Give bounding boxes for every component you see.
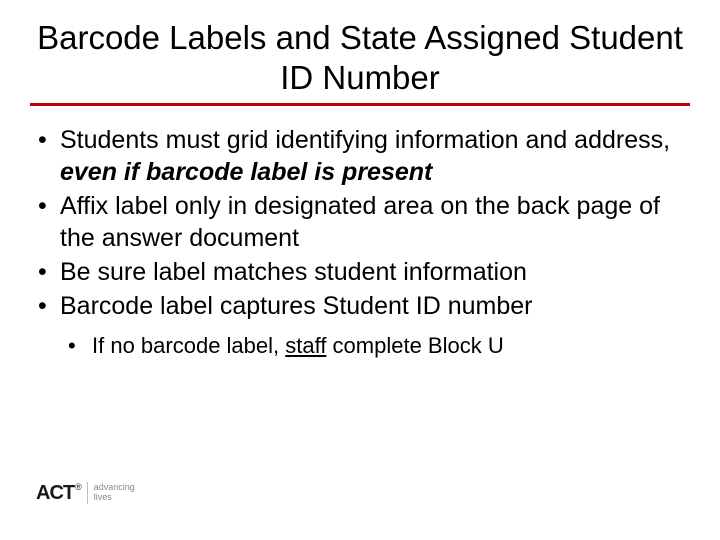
bullet-item: Affix label only in designated area on t… bbox=[38, 190, 690, 254]
sub-bullet-text: complete Block U bbox=[326, 333, 503, 358]
logo-registered-icon: ® bbox=[75, 482, 81, 492]
slide: Barcode Labels and State Assigned Studen… bbox=[0, 0, 720, 540]
bullet-text: Students must grid identifying informati… bbox=[60, 126, 670, 154]
slide-title: Barcode Labels and State Assigned Studen… bbox=[30, 18, 690, 103]
logo-tag-line2: lives bbox=[94, 493, 135, 503]
bullet-text: Be sure label matches student informatio… bbox=[60, 258, 527, 286]
logo-brand: ACT® bbox=[36, 483, 81, 503]
sub-bullet-list: If no barcode label, staff complete Bloc… bbox=[30, 332, 690, 361]
bullet-list: Students must grid identifying informati… bbox=[30, 124, 690, 322]
sub-bullet-underline: staff bbox=[285, 333, 326, 358]
title-rule bbox=[30, 103, 690, 106]
logo-brand-text: ACT bbox=[36, 482, 74, 504]
bullet-emphasis: even if barcode label is present bbox=[60, 158, 432, 186]
logo: ACT® advancing lives bbox=[36, 482, 135, 504]
bullet-text: Affix label only in designated area on t… bbox=[60, 192, 660, 252]
bullet-text: Barcode label captures Student ID number bbox=[60, 292, 533, 320]
logo-divider bbox=[87, 482, 88, 504]
logo-tagline: advancing lives bbox=[94, 483, 135, 503]
bullet-item: Barcode label captures Student ID number bbox=[38, 290, 690, 322]
sub-bullet-item: If no barcode label, staff complete Bloc… bbox=[68, 332, 690, 361]
bullet-item: Be sure label matches student informatio… bbox=[38, 256, 690, 288]
sub-bullet-text: If no barcode label, bbox=[92, 333, 285, 358]
bullet-item: Students must grid identifying informati… bbox=[38, 124, 690, 188]
